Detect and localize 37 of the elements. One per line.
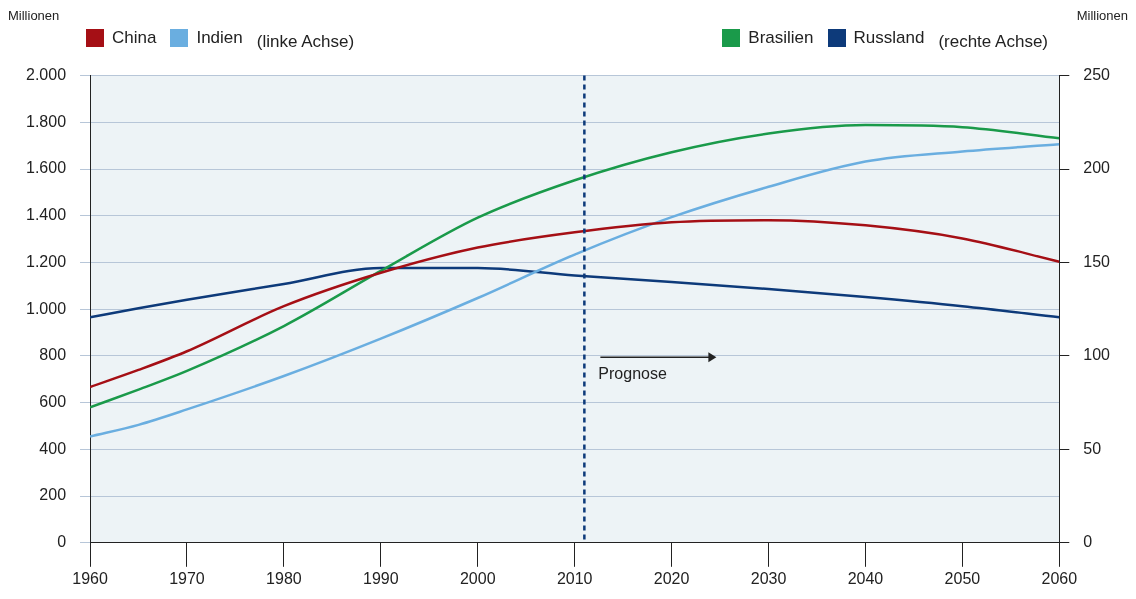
legend-label: Russland: [853, 28, 925, 48]
y-tick-label: 1.600: [25, 159, 67, 177]
y-tick-label: 1.400: [25, 206, 67, 224]
legend-label: Indien: [196, 28, 243, 48]
y-tick-label: 400: [39, 439, 67, 457]
x-tick-label: 2000: [459, 569, 496, 587]
y2-tick-label: 250: [1083, 66, 1111, 84]
x-tick-label: 2050: [944, 569, 981, 587]
x-tick-label: 1990: [363, 569, 399, 587]
y-axis-title: Millionen: [8, 8, 60, 24]
y2-tick-label: 0: [1083, 533, 1093, 551]
legend-label: Brasilien: [748, 28, 814, 48]
legend-label: China: [112, 28, 157, 48]
text: (linke Achse): [256, 32, 355, 51]
y2-tick-label: 50: [1083, 439, 1102, 457]
y-tick-label: 2.000: [25, 66, 67, 84]
text: (rechte Achse): [938, 32, 1048, 51]
y-tick-label: 1.200: [25, 252, 67, 270]
x-tick-label: 2010: [556, 569, 593, 587]
y-tick-label: 600: [39, 393, 67, 411]
x-tick-label: 1970: [169, 569, 205, 587]
y-tick-label: 0: [57, 533, 67, 551]
y-tick-label: 800: [39, 346, 67, 364]
x-tick-label: 2060: [1041, 569, 1078, 587]
annotation: Prognose: [598, 364, 667, 382]
y2-tick-label: 150: [1083, 252, 1111, 270]
y-tick-label: 200: [39, 486, 67, 504]
x-tick-label: 2030: [750, 569, 787, 587]
x-tick-label: 2040: [847, 569, 884, 587]
y2-tick-label: 200: [1083, 159, 1111, 177]
y-tick-label: 1.800: [25, 112, 67, 130]
y-tick-label: 1.000: [25, 299, 67, 317]
x-tick-label: 2020: [653, 569, 690, 587]
x-tick-label: 1960: [72, 569, 108, 587]
y2-axis-title: Millionen: [1076, 8, 1128, 24]
x-tick-label: 1980: [266, 569, 302, 587]
y2-tick-label: 100: [1083, 346, 1111, 364]
